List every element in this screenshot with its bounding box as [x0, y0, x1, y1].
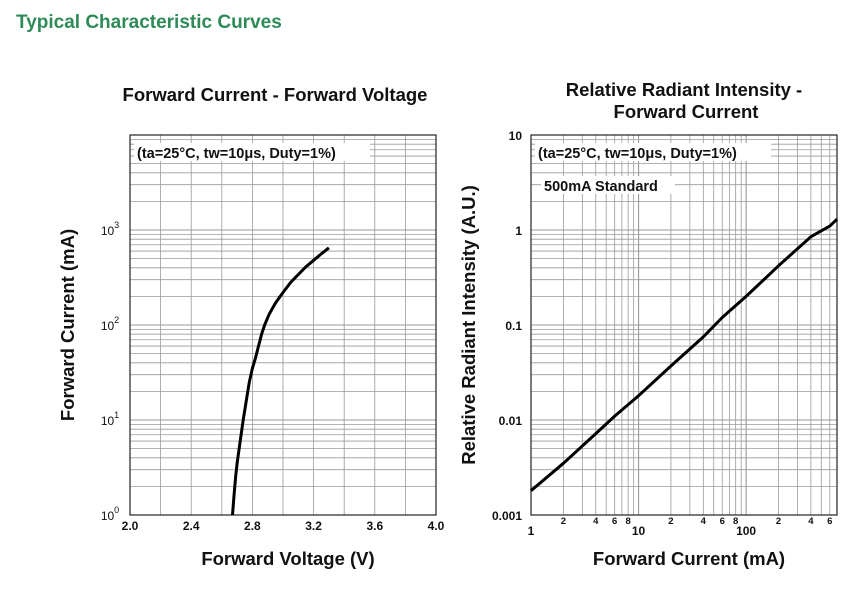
chart1-x-tick-label: 2.0 — [122, 519, 139, 533]
radiant-intensity-current-chart: Relative Radiant Intensity - Forward Cur… — [458, 79, 839, 569]
chart2-x-tick-label: 1 — [528, 524, 535, 538]
chart1-annotation: (ta=25°C, tw=10μs, Duty=1%) — [137, 146, 336, 162]
chart2-x-tick-label: 100 — [736, 524, 756, 538]
chart1-y-tick-exponent: 3 — [114, 220, 119, 230]
chart1-y-tick-exponent: 2 — [114, 315, 119, 325]
chart2-x-minor-tick-label: 6 — [827, 516, 832, 527]
chart2-y-axis-label: Relative Radiant Intensity (A.U.) — [458, 185, 479, 465]
chart1-y-tick-label: 102 — [101, 315, 119, 333]
chart2-annotation: (ta=25°C, tw=10μs, Duty=1%) — [538, 146, 737, 162]
chart1-series — [231, 246, 330, 516]
chart2-title-line2: Forward Current — [614, 101, 759, 122]
chart2-x-minor-tick-label: 6 — [612, 516, 617, 527]
chart2-x-minor-tick-label: 2 — [561, 516, 566, 527]
chart1-x-tick-label: 2.4 — [183, 519, 200, 533]
chart2-y-tick-label: 0.01 — [499, 414, 523, 428]
chart1-plot-frame — [129, 134, 437, 516]
chart2-x-minor-tick-label: 2 — [668, 516, 673, 527]
chart2-x-minor-tick-label: 8 — [733, 516, 738, 527]
chart2-title-line1: Relative Radiant Intensity - — [566, 79, 802, 100]
forward-current-voltage-chart: Forward Current - Forward Voltage 2.0 2.4… — [57, 84, 445, 569]
chart1-y-tick-exponent: 0 — [114, 505, 119, 515]
chart2-x-minor-tick-label: 8 — [625, 516, 630, 527]
chart2-standard-note: 500mA Standard — [544, 179, 658, 195]
chart2-annotation-bg — [535, 143, 771, 161]
chart2-series-line — [530, 218, 839, 492]
chart1-series-line — [231, 246, 330, 516]
chart2-x-minor-tick-label: 4 — [701, 516, 707, 527]
chart2-y-tick-label: 10 — [509, 129, 523, 143]
chart2-x-minor-tick-label: 2 — [776, 516, 781, 527]
chart1-y-tick-label: 101 — [101, 410, 119, 428]
chart1-annotation-bg — [134, 143, 370, 161]
chart1-x-tick-label: 3.2 — [305, 519, 322, 533]
page-heading: Typical Characteristic Curves — [16, 12, 282, 33]
chart1-y-axis-label: Forward Current (mA) — [57, 229, 78, 421]
chart2-x-tick-label: 10 — [632, 524, 646, 538]
chart2-x-minor-tick-label: 4 — [808, 516, 814, 527]
chart1-x-tick-label: 4.0 — [428, 519, 445, 533]
chart1-x-tick-label: 2.8 — [244, 519, 261, 533]
chart2-y-tick-label: 1 — [515, 224, 522, 238]
chart1-y-tick-label: 100 — [101, 505, 119, 523]
chart1-title: Forward Current - Forward Voltage — [123, 84, 428, 105]
chart1-grid — [130, 135, 436, 515]
chart1-y-tick-exponent: 1 — [114, 410, 119, 420]
chart1-x-tick-label: 3.6 — [366, 519, 383, 533]
chart2-y-tick-label: 0.1 — [505, 319, 522, 333]
chart2-y-tick-label: 0.001 — [492, 509, 522, 523]
chart2-annotation2-bg — [541, 176, 675, 194]
chart2-plot-frame — [530, 134, 838, 516]
chart2-x-minor-tick-label: 6 — [720, 516, 725, 527]
chart2-x-axis-label: Forward Current (mA) — [593, 548, 785, 569]
chart2-x-minor-tick-label: 4 — [593, 516, 599, 527]
chart2-series — [530, 218, 839, 492]
chart1-x-axis-label: Forward Voltage (V) — [201, 548, 374, 569]
chart1-y-tick-label: 103 — [101, 220, 119, 238]
